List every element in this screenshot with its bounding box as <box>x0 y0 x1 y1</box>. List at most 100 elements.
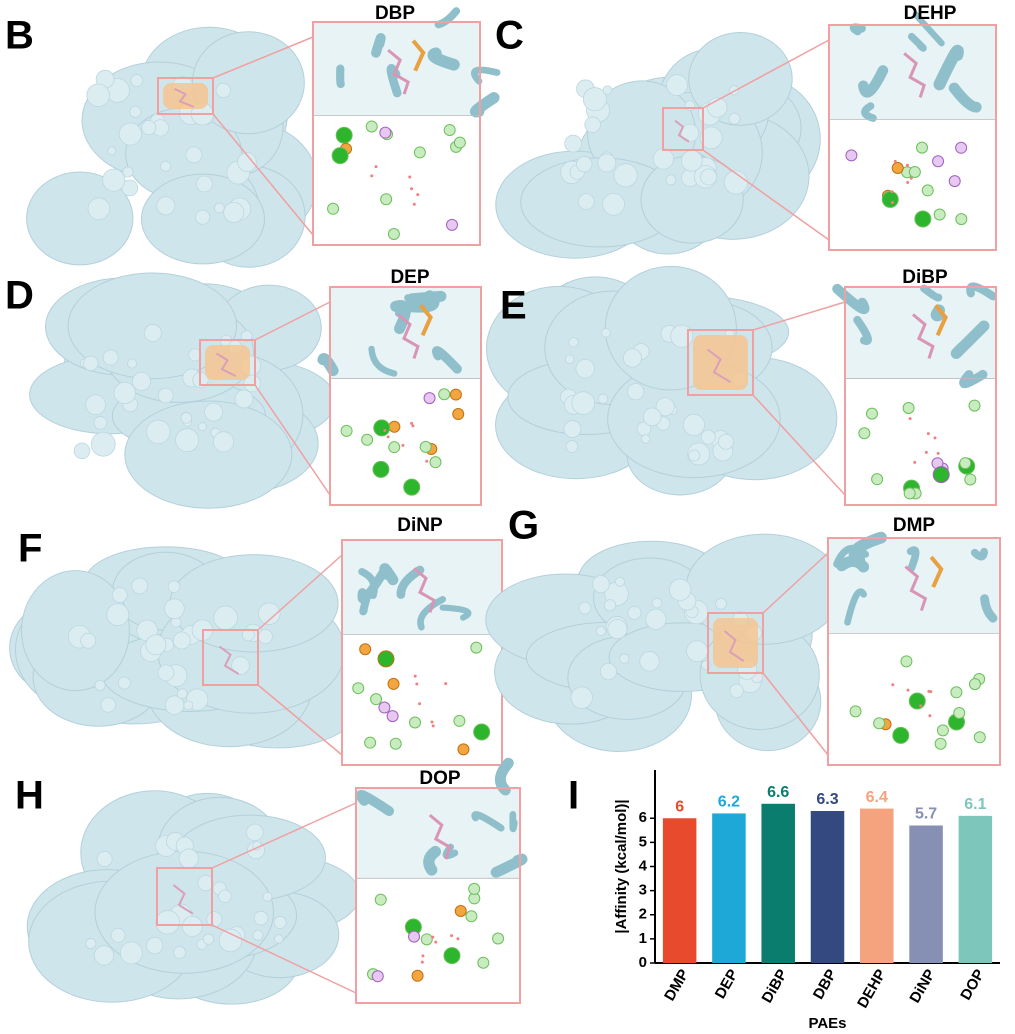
ligand-atom <box>431 724 435 728</box>
x-tick-label: DOP <box>957 966 988 1003</box>
panel-letter: H <box>15 774 44 818</box>
surface-texture <box>87 197 111 221</box>
surface-texture <box>188 348 202 362</box>
helix <box>417 596 447 631</box>
surface-texture <box>688 449 701 462</box>
helix <box>355 789 395 817</box>
zoom-box <box>157 77 214 115</box>
residue-node <box>454 904 467 917</box>
structure-panel: C DEHP <box>495 3 997 259</box>
y-tick-label: 4 <box>639 857 648 874</box>
surface-texture <box>127 358 138 369</box>
surface-texture <box>202 933 215 945</box>
surface-texture <box>197 874 214 892</box>
surface-texture <box>183 700 194 711</box>
helix <box>906 546 920 573</box>
surface-texture <box>715 597 727 610</box>
surface-texture <box>591 575 610 594</box>
zoom-line <box>212 36 314 79</box>
y-tick-label: 1 <box>639 930 647 947</box>
residue-node <box>902 401 915 414</box>
panel-letter: D <box>5 274 34 318</box>
protein-surface <box>685 533 843 645</box>
residue-node <box>380 193 393 206</box>
residue-node <box>955 213 968 226</box>
panel-title: DiBP <box>902 267 948 288</box>
zoom-box <box>662 107 704 151</box>
helix <box>406 290 447 305</box>
ligand-atom <box>410 187 414 191</box>
ligand-atom <box>450 934 454 938</box>
ligand-stick <box>396 313 420 359</box>
surface-texture <box>180 412 192 424</box>
zoom-line <box>211 802 357 869</box>
y-tick-label: 5 <box>639 833 647 850</box>
residue-node <box>892 726 910 744</box>
residue-node <box>936 724 949 737</box>
helix <box>371 33 386 58</box>
surface-texture <box>100 697 116 713</box>
ligand-atom <box>913 460 917 464</box>
helix <box>970 547 988 561</box>
surface-texture <box>110 927 126 943</box>
helix <box>471 66 501 85</box>
residue-node <box>443 124 456 137</box>
surface-texture <box>143 324 162 342</box>
zoom-line <box>752 394 846 496</box>
residue-node <box>327 202 340 215</box>
zoom-line <box>254 301 331 341</box>
surface-texture <box>578 601 592 615</box>
surface-texture <box>642 407 662 427</box>
ligand-atom <box>415 682 419 686</box>
residue-node <box>446 218 459 231</box>
ligand-atom <box>919 704 923 708</box>
residue-node <box>453 136 466 149</box>
structure-panel: G DMP <box>485 504 1001 766</box>
surface-texture <box>141 120 157 136</box>
ligand-stick <box>428 813 452 860</box>
surface-texture <box>639 651 660 672</box>
ligand-atom <box>411 424 415 428</box>
surface-texture <box>85 938 97 950</box>
ligand-atom <box>431 935 435 939</box>
panel-letter: I <box>568 774 579 818</box>
helix <box>368 345 398 377</box>
surface-texture <box>86 83 110 107</box>
surface-texture <box>119 941 143 965</box>
surface-texture <box>185 146 203 164</box>
residue-node <box>492 932 505 945</box>
residue-node <box>419 440 432 453</box>
y-tick-label: 0 <box>639 954 647 971</box>
bar <box>909 825 943 963</box>
surface-texture <box>599 663 618 681</box>
ligand-atom <box>434 940 438 944</box>
zoom-box <box>687 329 754 396</box>
helix <box>912 11 945 47</box>
helix <box>423 845 442 876</box>
ligand <box>174 87 195 108</box>
residue-node <box>352 682 365 695</box>
surface-texture <box>157 387 174 404</box>
value-label: 6.4 <box>866 789 888 806</box>
ligand <box>723 630 745 662</box>
surface-texture <box>156 196 176 216</box>
panel-title: DMP <box>893 515 936 536</box>
zoom-box <box>199 339 256 386</box>
residue-node <box>340 424 353 437</box>
surface-texture <box>570 686 593 709</box>
surface-texture <box>145 936 164 955</box>
ligand-atom <box>421 954 425 958</box>
surface-texture <box>602 85 613 95</box>
surface-texture <box>218 928 243 953</box>
residue-node <box>389 737 402 750</box>
helix <box>849 23 866 36</box>
zoom-box <box>707 612 764 674</box>
ligand-stick <box>911 313 935 359</box>
ligand-atom <box>933 436 937 440</box>
helix <box>950 320 990 359</box>
helix <box>427 47 460 71</box>
helix <box>844 588 867 626</box>
ligand-atom <box>386 435 390 439</box>
surface-texture <box>129 105 142 118</box>
zoom-line <box>257 554 343 631</box>
